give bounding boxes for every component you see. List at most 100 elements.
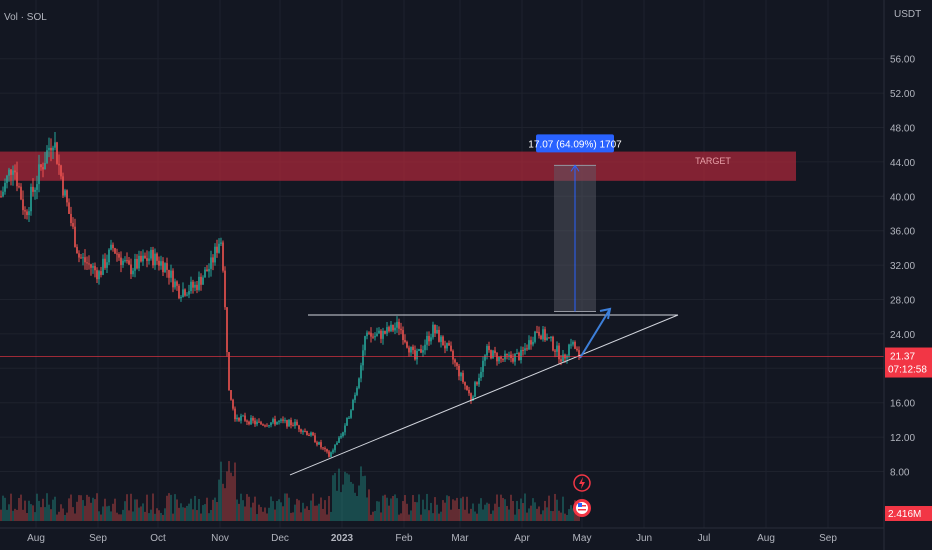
volume-bar [384, 494, 386, 521]
candle [554, 348, 556, 358]
volume-bar [454, 500, 456, 521]
candle [152, 246, 154, 269]
candle [464, 381, 466, 390]
volume-bar [68, 498, 70, 521]
y-tick-label: 32.00 [890, 261, 915, 272]
candle [390, 320, 392, 333]
volume-bar [230, 472, 232, 521]
price-axis[interactable] [884, 0, 932, 550]
candle [318, 441, 320, 446]
volume-bars [0, 461, 580, 521]
candle [296, 419, 298, 426]
volume-bar [510, 494, 512, 521]
volume-bar [558, 510, 560, 521]
volume-bar [484, 504, 486, 521]
candle [56, 141, 58, 165]
volume-bar [398, 514, 400, 521]
volume-bar [306, 506, 308, 521]
volume-bar [546, 507, 548, 521]
candle [288, 419, 290, 427]
volume-bar [142, 503, 144, 521]
volume-bar [196, 510, 198, 521]
volume-bar [206, 497, 208, 521]
candle [512, 353, 514, 364]
candle [498, 356, 500, 364]
volume-bar [394, 494, 396, 521]
candle [104, 253, 106, 270]
candle [122, 258, 124, 268]
candle [232, 398, 234, 411]
candle [110, 239, 112, 251]
time-axis[interactable] [0, 528, 932, 550]
volume-tag [885, 506, 932, 521]
y-tick-label: 8.00 [890, 468, 910, 479]
support-trendline[interactable] [289, 314, 679, 476]
candle [246, 419, 248, 426]
volume-bar [126, 494, 128, 521]
candle [516, 348, 518, 355]
volume-bar [28, 500, 30, 521]
candle [132, 267, 134, 277]
candle [322, 447, 324, 451]
volume-bar [228, 461, 230, 521]
candle [538, 326, 540, 339]
candle [242, 414, 244, 417]
candle [128, 257, 130, 266]
x-tick-label: Sep [89, 533, 107, 544]
candle [334, 444, 336, 453]
x-tick-label: Dec [271, 533, 289, 544]
projection-arrow[interactable] [579, 308, 611, 359]
volume-bar [184, 507, 186, 521]
volume-bar [282, 506, 284, 521]
volume-bar [386, 497, 388, 521]
candle [342, 431, 344, 438]
volume-bar [560, 512, 562, 521]
candle [448, 340, 450, 346]
candle [316, 440, 318, 447]
volume-bar [98, 511, 100, 521]
volume-bar [376, 501, 378, 521]
candle [418, 348, 420, 352]
candle [94, 262, 96, 278]
candle [488, 341, 490, 353]
candle [394, 322, 396, 335]
volume-bar [238, 503, 240, 521]
volume-bar [90, 502, 92, 521]
volume-bar [64, 514, 66, 521]
candle [358, 377, 360, 390]
volume-bar [370, 514, 372, 521]
volume-bar [166, 495, 168, 521]
volume-bar [56, 514, 58, 521]
last-price-tag [885, 347, 932, 378]
volume-bar [44, 507, 46, 521]
volume-bar [408, 514, 410, 521]
candle [214, 243, 216, 266]
candle [424, 339, 426, 355]
candle [462, 370, 464, 384]
volume-bar [226, 471, 228, 521]
target-zone[interactable] [0, 151, 796, 181]
candle [528, 335, 530, 351]
volume-bar [102, 506, 104, 521]
candle [454, 358, 456, 367]
volume-bar [220, 461, 222, 521]
volume-bar [360, 466, 362, 521]
candle [576, 346, 578, 352]
candle [72, 217, 74, 230]
volume-bar [168, 493, 170, 521]
candle [444, 340, 446, 354]
volume-bar [14, 508, 16, 521]
candle [256, 419, 258, 427]
volume-bar [18, 497, 20, 521]
countdown-label: 07:12:58 [888, 365, 927, 376]
candle [480, 367, 482, 381]
volume-bar [46, 493, 48, 521]
candle [112, 242, 114, 252]
candle [388, 325, 390, 333]
candle [92, 262, 94, 274]
volume-bar [162, 514, 164, 521]
us-flag-event-icon[interactable] [573, 499, 591, 517]
lightning-event-icon[interactable] [573, 474, 591, 492]
